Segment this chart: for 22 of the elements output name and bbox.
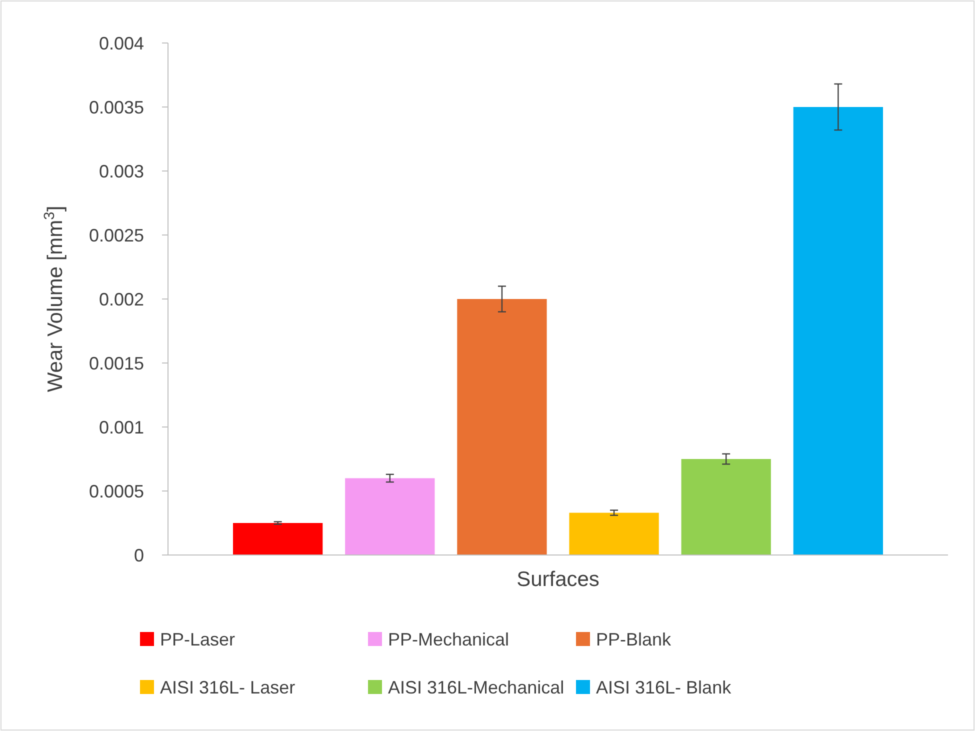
y-tick-label: 0.002 bbox=[98, 289, 144, 310]
y-tick-label: 0.004 bbox=[98, 33, 144, 54]
legend-label: AISI 316L-Mechanical bbox=[388, 677, 564, 698]
bar bbox=[793, 107, 883, 555]
y-tick-label: 0 bbox=[134, 545, 144, 566]
legend-label: AISI 316L- Blank bbox=[596, 677, 732, 698]
y-tick-label: 0.0035 bbox=[88, 97, 144, 118]
bar bbox=[345, 478, 435, 555]
y-tick-label: 0.001 bbox=[98, 417, 144, 438]
x-axis-title: Surfaces bbox=[516, 568, 600, 591]
bar bbox=[233, 523, 323, 555]
y-tick-label: 0.0025 bbox=[88, 225, 144, 246]
bar bbox=[681, 459, 771, 555]
y-tick-label: 0.0005 bbox=[88, 481, 144, 502]
y-tick-label: 0.0015 bbox=[88, 353, 144, 374]
legend-label: PP-Blank bbox=[596, 629, 672, 650]
legend-label: AISI 316L- Laser bbox=[160, 677, 296, 698]
legend-label: PP-Laser bbox=[160, 629, 236, 650]
bar bbox=[457, 299, 547, 555]
bar bbox=[569, 512, 659, 555]
legend-label: PP-Mechanical bbox=[388, 629, 510, 650]
y-tick-label: 0.003 bbox=[98, 161, 144, 182]
